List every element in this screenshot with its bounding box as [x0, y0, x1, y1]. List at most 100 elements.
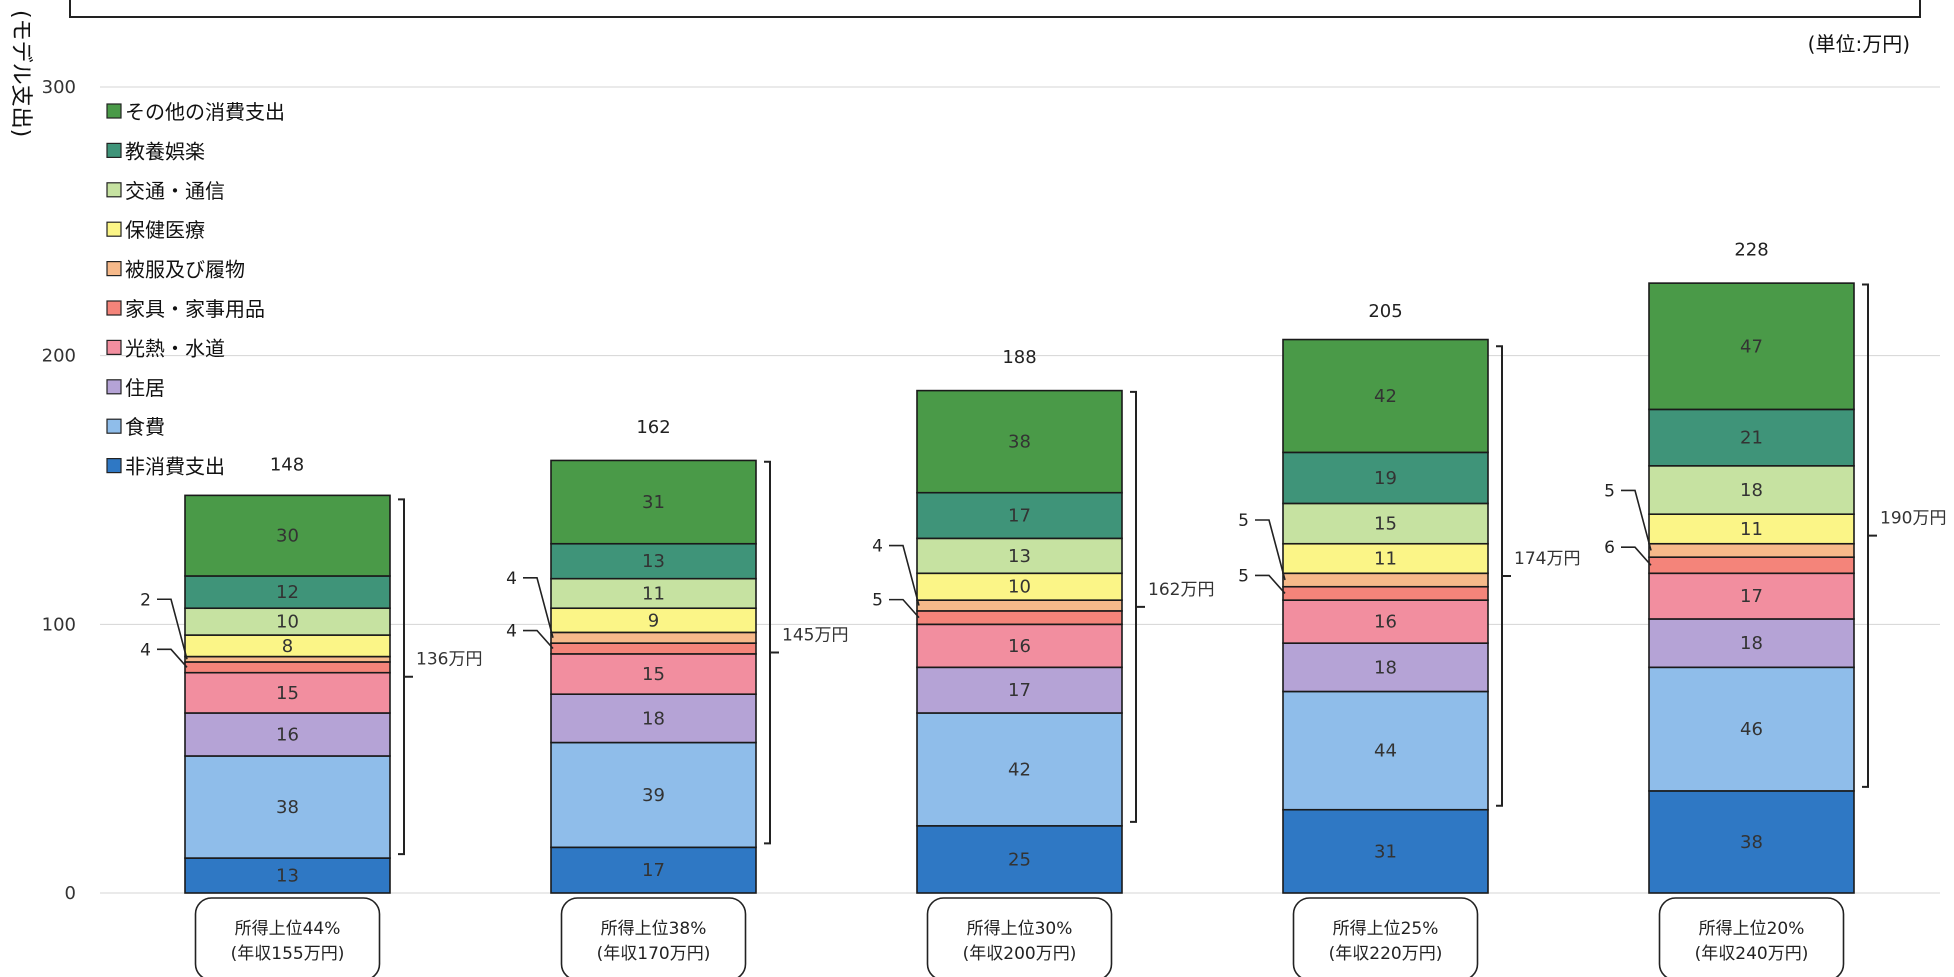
- category-box-frame: [560, 897, 747, 977]
- small-value-label: 5: [1238, 511, 1249, 531]
- segment-value-label: 10: [1008, 577, 1031, 598]
- legend-swatch: [106, 182, 122, 198]
- legend-swatch: [106, 221, 122, 237]
- bar-segment: [550, 846, 757, 894]
- unit-label: (単位:万円): [1808, 32, 1910, 56]
- segment-value-label: 18: [642, 708, 665, 729]
- segment-value-label: 38: [1008, 432, 1031, 453]
- x-tick-label: 所得上位44%: [235, 919, 341, 939]
- x-tick-label: 所得上位20%: [1699, 919, 1805, 939]
- legend-label: その他の消費支出: [125, 100, 285, 124]
- segment-value-label: 15: [642, 664, 665, 685]
- bar-segment: [1648, 556, 1855, 575]
- y-tick-label: 300: [42, 77, 76, 98]
- legend-swatch: [106, 418, 122, 434]
- legend: その他の消費支出教養娯楽交通・通信保健医療被服及び履物家具・家事用品光熱・水道住…: [106, 100, 285, 479]
- bar-segment: [916, 610, 1123, 626]
- small-value-label: 6: [1604, 538, 1615, 558]
- bar-segment: [1648, 618, 1855, 669]
- legend-label: 家具・家事用品: [125, 297, 265, 321]
- segment-value-label: 18: [1740, 633, 1763, 654]
- segment-value-label: 12: [276, 582, 299, 603]
- bar-segment: [1648, 513, 1855, 545]
- callout-line: [1255, 519, 1286, 581]
- legend-label: 食費: [125, 415, 165, 439]
- segment-value-label: 44: [1374, 741, 1397, 762]
- category-label-box: 所得上位25% (年収220万円): [1292, 897, 1479, 977]
- bar-segment: [1648, 666, 1855, 792]
- bar-segment: [550, 693, 757, 744]
- legend-label: 非消費支出: [125, 455, 225, 479]
- x-tick-label: 所得上位30%: [967, 919, 1073, 939]
- legend-label: 保健医療: [125, 218, 205, 242]
- segment-value-label: 38: [276, 797, 299, 818]
- bar-segment: [1282, 585, 1489, 601]
- segment-value-label: 47: [1740, 336, 1763, 357]
- segment-value-label: 42: [1008, 759, 1031, 780]
- segment-value-label: 15: [276, 683, 299, 704]
- bar-stack: 17 39 18 15 9 11 13 31 4 4 162 145万円: [506, 417, 848, 894]
- consumption-bracket-label: 136万円: [416, 650, 482, 670]
- segment-value-label: 21: [1740, 428, 1763, 449]
- bar-segment: [916, 666, 1123, 714]
- x-axis-categories: 所得上位44% (年収155万円) 所得上位38% (年収170万円) 所得上位30% (…: [194, 897, 1845, 977]
- segment-value-label: 9: [648, 610, 659, 631]
- segment-value-label: 18: [1740, 480, 1763, 501]
- category-box-frame: [926, 897, 1113, 977]
- legend-swatch: [106, 300, 122, 316]
- x-tick-label: (年収155万円): [231, 944, 345, 964]
- bar-segment: [550, 577, 757, 610]
- segment-value-label: 11: [1740, 519, 1763, 540]
- callout-line: [157, 598, 188, 660]
- bar-segment: [550, 631, 757, 644]
- bar-segment: [184, 607, 391, 636]
- small-value-label: 4: [506, 569, 517, 589]
- bar-segment: [916, 572, 1123, 601]
- callout-line: [523, 629, 554, 650]
- segment-value-label: 38: [1740, 832, 1763, 853]
- segment-value-label: 16: [276, 724, 299, 745]
- segment-value-label: 11: [642, 583, 665, 604]
- category-box-frame: [1292, 897, 1479, 977]
- category-box-frame: [1658, 897, 1845, 977]
- legend-label: 光熱・水道: [125, 336, 225, 360]
- legend-label: 交通・通信: [125, 179, 225, 203]
- total-value-label: 228: [1734, 239, 1768, 260]
- bar-segment: [184, 494, 391, 577]
- consumption-bracket-label: 145万円: [782, 626, 848, 646]
- callout-line: [1255, 574, 1286, 594]
- legend-swatch: [106, 142, 122, 158]
- consumption-bracket: [1130, 390, 1145, 823]
- callout-line: [523, 576, 554, 638]
- bar-segment: [1282, 572, 1489, 588]
- segment-value-label: 18: [1374, 657, 1397, 678]
- callout-line: [889, 544, 920, 606]
- y-tick-label: 200: [42, 346, 76, 367]
- segment-value-label: 13: [1008, 546, 1031, 567]
- bar-stack: 25 42 17 16 10 13 17 38 5 4 188 162万円: [872, 347, 1214, 894]
- bar-stack: 13 38 16 15 8 10 12 30 4 2 148 136万円: [140, 454, 482, 894]
- x-tick-label: (年収240万円): [1695, 944, 1809, 964]
- bar-segment: [550, 459, 757, 545]
- x-tick-label: (年収220万円): [1329, 944, 1443, 964]
- segment-value-label: 16: [1374, 612, 1397, 633]
- segment-value-label: 17: [1740, 586, 1763, 607]
- title-box-frame: [69, 0, 1921, 18]
- bar-stack: 31 44 18 16 11 15 19 42 5 5 205 174万円: [1238, 301, 1580, 894]
- bar-segment: [1648, 542, 1855, 558]
- consumption-bracket: [1496, 345, 1511, 807]
- small-value-label: 4: [140, 640, 151, 660]
- consumption-bracket: [764, 460, 779, 845]
- callout-line: [1621, 546, 1652, 566]
- bar-segment: [184, 755, 391, 859]
- consumption-bracket: [1862, 283, 1877, 788]
- bar-segment: [1282, 599, 1489, 644]
- bar-segment: [1648, 408, 1855, 467]
- small-value-label: 5: [1238, 566, 1249, 586]
- small-value-label: 4: [506, 622, 517, 642]
- legend-label: 教養娯楽: [125, 139, 205, 163]
- total-value-label: 148: [270, 454, 304, 475]
- y-tick-label: 100: [42, 614, 76, 635]
- bar-stack: 38 46 18 17 11 18 21 47 6 5 228 190万円: [1604, 239, 1946, 894]
- segment-value-label: 13: [276, 866, 299, 887]
